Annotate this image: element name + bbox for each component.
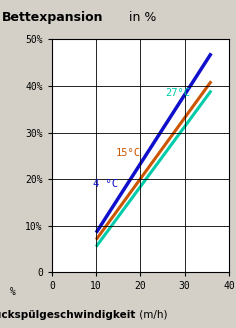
Text: 4 °C: 4 °C (93, 179, 118, 189)
Text: 27°C: 27°C (165, 88, 190, 98)
Text: in %: in % (125, 11, 156, 25)
Text: 15°C: 15°C (116, 149, 141, 158)
Text: Bettexpansion: Bettexpansion (2, 11, 104, 25)
Text: %: % (9, 287, 15, 297)
Text: (m/h): (m/h) (136, 310, 167, 320)
Text: Rückspülgeschwindigkeit: Rückspülgeschwindigkeit (0, 310, 136, 320)
